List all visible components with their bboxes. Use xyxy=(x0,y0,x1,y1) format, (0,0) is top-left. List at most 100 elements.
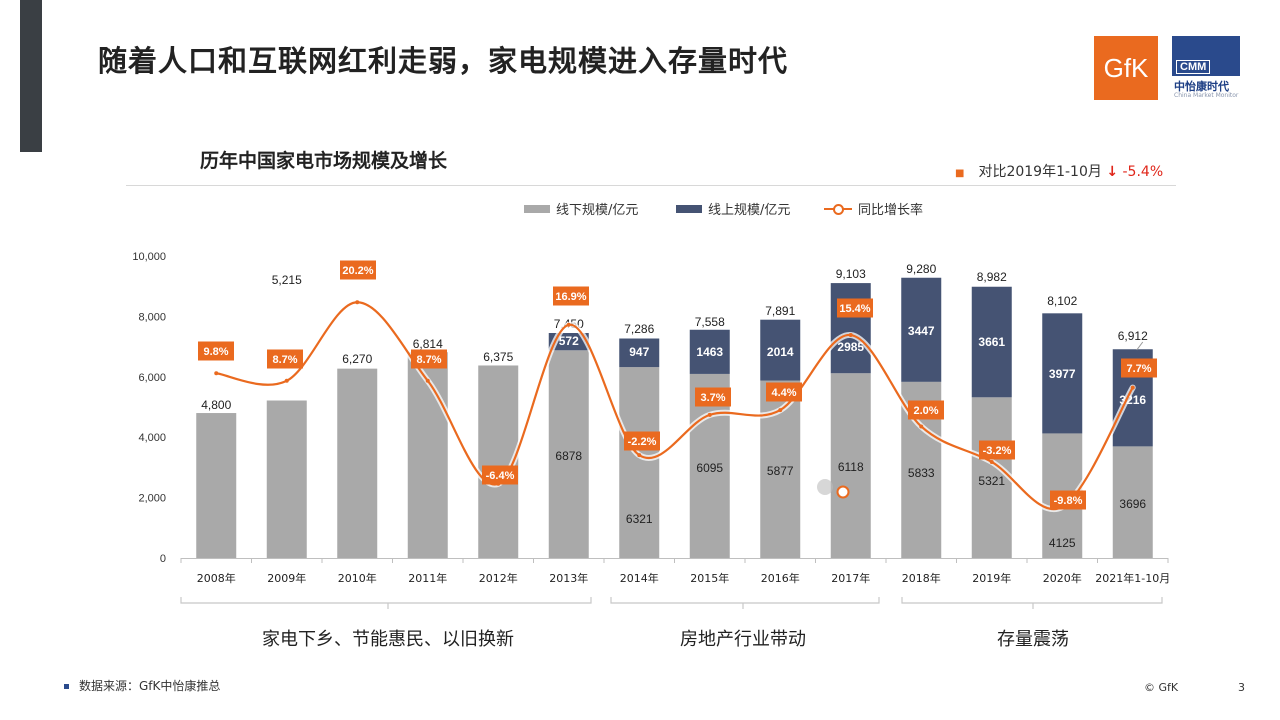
growth-label-box xyxy=(766,382,802,402)
growth-label: -2.2% xyxy=(628,436,657,448)
online-bar xyxy=(901,277,942,382)
x-category-label: 2014年 xyxy=(620,571,659,585)
chart-legend: 线下规模/亿元 线上规模/亿元 同比增长率 xyxy=(0,199,1280,219)
era-label-stock: 存量震荡 xyxy=(997,629,1069,650)
down-arrow-icon: ↓ xyxy=(1106,164,1119,180)
cmm-logo-en: China Market Monitor xyxy=(1174,92,1239,99)
compare-text: 对比2019年1-10月 xyxy=(978,164,1102,180)
source-text: 数据来源：GfK中怡康推总 xyxy=(79,679,221,693)
offline-bar xyxy=(619,367,660,558)
bullet-icon xyxy=(64,684,69,689)
growth-label-box xyxy=(1121,358,1157,378)
x-category-label: 2019年 xyxy=(972,571,1011,585)
offline-value-label: 6878 xyxy=(555,449,582,463)
growth-label: 16.9% xyxy=(555,291,586,303)
online-bar xyxy=(971,286,1012,398)
growth-point xyxy=(637,453,642,458)
growth-point xyxy=(1130,385,1135,390)
offline-value-label: 4125 xyxy=(1049,536,1076,550)
online-value-label: 2985 xyxy=(837,340,864,354)
growth-point xyxy=(214,371,219,376)
total-value-label: 6,375 xyxy=(483,350,513,364)
online-bar xyxy=(689,329,730,374)
compare-note: ■ 对比2019年1-10月 ↓ -5.4% xyxy=(955,161,1163,181)
offline-bar xyxy=(196,413,237,558)
chart-title: 历年中国家电市场规模及增长 xyxy=(200,150,448,172)
growth-point xyxy=(566,322,571,327)
growth-point xyxy=(707,412,712,417)
x-category-label: 2012年 xyxy=(479,571,518,585)
x-category-label: 2020年 xyxy=(1043,571,1082,585)
growth-label: -3.2% xyxy=(983,445,1012,457)
y-tick-label: 6,000 xyxy=(138,372,166,384)
growth-label-box xyxy=(482,465,518,485)
total-value-label: 6,814 xyxy=(413,337,443,351)
total-value-label: 4,800 xyxy=(201,398,231,412)
offline-value-label: 5877 xyxy=(767,464,794,478)
era-label-real-estate: 房地产行业带动 xyxy=(680,629,806,650)
total-leader-line xyxy=(1136,341,1144,351)
growth-label-box xyxy=(553,286,589,306)
y-tick-label: 0 xyxy=(160,553,166,565)
gfk-logo: GfK xyxy=(1094,36,1158,100)
offline-value-label: 3696 xyxy=(1119,497,1146,511)
growth-label: 8.7% xyxy=(416,354,441,366)
x-category-label: 2013年 xyxy=(549,571,588,585)
data-source: 数据来源：GfK中怡康推总 xyxy=(64,677,220,694)
era-bracket xyxy=(180,597,592,604)
offline-bar xyxy=(1112,446,1153,558)
growth-label: -6.4% xyxy=(486,470,515,482)
slide-title: 随着人口和互联网红利走弱，家电规模进入存量时代 xyxy=(98,44,789,78)
page-number: 3 xyxy=(1238,681,1245,694)
growth-label: 9.8% xyxy=(203,346,228,358)
growth-label: 8.7% xyxy=(272,354,297,366)
total-value-label: 8,982 xyxy=(977,270,1007,284)
offline-bar xyxy=(407,352,448,558)
x-category-label: 2015年 xyxy=(690,571,729,585)
online-bar xyxy=(619,338,660,368)
growth-point xyxy=(778,408,783,413)
cmm-logo-cn: 中怡康时代 xyxy=(1174,80,1229,93)
online-value-label: 572 xyxy=(559,334,579,348)
compare-delta: -5.4% xyxy=(1122,164,1164,180)
bullet-icon: ■ xyxy=(955,168,965,179)
online-value-label: 3447 xyxy=(908,324,935,338)
x-category-label: 2017年 xyxy=(831,571,870,585)
y-tick-label: 2,000 xyxy=(138,493,166,505)
offline-value-label: 6321 xyxy=(626,512,653,526)
copyright: © GfK xyxy=(1144,681,1179,694)
y-tick-label: 4,000 xyxy=(138,432,166,444)
online-swatch xyxy=(676,204,702,213)
growth-label-box xyxy=(411,349,447,369)
growth-label: 3.7% xyxy=(700,392,725,404)
growth-label-box xyxy=(340,260,376,280)
offline-value-label: 6118 xyxy=(838,460,864,474)
x-category-label: 2008年 xyxy=(197,571,236,585)
total-value-label: 9,280 xyxy=(906,262,936,276)
growth-label: 2.0% xyxy=(913,405,938,417)
total-value-label: 7,891 xyxy=(765,304,795,318)
growth-label-box xyxy=(624,431,660,451)
growth-label-box xyxy=(837,298,873,318)
cmm-logo-text: CMM xyxy=(1176,60,1211,74)
growth-label: 7.7% xyxy=(1126,363,1151,375)
era-bracket xyxy=(610,597,880,604)
era-label-stimulus: 家电下乡、节能惠民、以旧换新 xyxy=(262,629,514,650)
legend-online: 线上规模/亿元 xyxy=(676,199,790,218)
x-category-label: 2018年 xyxy=(902,571,941,585)
growth-point xyxy=(989,459,994,464)
growth-label-box xyxy=(695,387,731,407)
growth-label-box xyxy=(908,400,944,420)
online-value-label: 3661 xyxy=(978,335,1005,349)
growth-point xyxy=(425,378,430,383)
offline-value-label: 5833 xyxy=(908,466,935,480)
total-value-label: 7,286 xyxy=(624,322,654,336)
growth-label-box xyxy=(1050,490,1086,510)
legend-offline: 线下规模/亿元 xyxy=(524,199,638,218)
online-value-label: 2014 xyxy=(767,345,794,359)
growth-label: 15.4% xyxy=(839,303,870,315)
legend-offline-label: 线下规模/亿元 xyxy=(556,203,639,218)
total-value-label: 9,103 xyxy=(836,267,866,281)
online-value-label: 3977 xyxy=(1049,367,1076,381)
